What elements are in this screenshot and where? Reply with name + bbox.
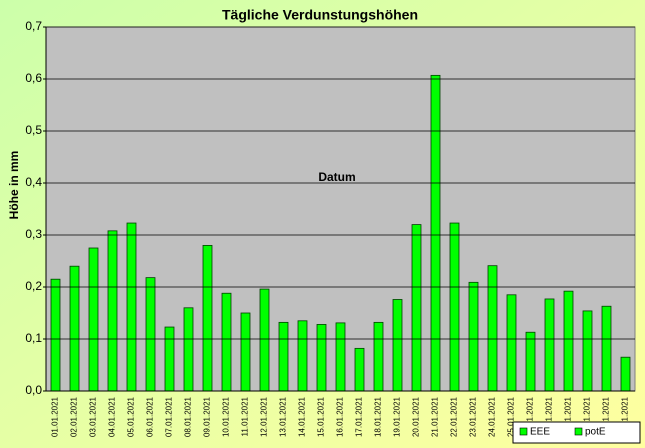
x-tick-label: 16.01.2021 [336, 396, 345, 437]
x-tick-label: 26.01.2021 [526, 396, 535, 437]
bar [107, 230, 118, 392]
y-tick-label: 0,3 [25, 227, 42, 241]
x-tick-label: 13.01.2021 [279, 396, 288, 437]
legend-label: potE [585, 427, 606, 438]
x-tick-label: 06.01.2021 [146, 396, 155, 437]
x-tick-label: 08.01.2021 [184, 396, 193, 437]
marks [50, 74, 631, 392]
bar [392, 299, 403, 392]
bar [468, 281, 479, 392]
x-tick-label: 07.01.2021 [165, 396, 174, 437]
chart-title: Tägliche Verdunstungshöhen [222, 7, 418, 23]
y-tick-label: 0,6 [25, 71, 42, 85]
bar [145, 277, 156, 392]
legend-label: EEE [530, 427, 550, 438]
bar [88, 247, 99, 392]
bar [487, 265, 498, 392]
y-tick-label: 0,1 [25, 331, 42, 345]
x-tick-label: 24.01.2021 [488, 396, 497, 437]
bar [316, 324, 327, 392]
bar [69, 265, 80, 392]
bar [278, 321, 289, 392]
x-tick-label: 18.01.2021 [374, 396, 383, 437]
bar [335, 322, 346, 392]
bar [240, 312, 251, 392]
x-tick-label: 14.01.2021 [298, 396, 307, 437]
bar [202, 244, 213, 392]
x-tick-label: 03.01.2021 [89, 396, 98, 437]
y-tick-label: 0,7 [25, 19, 42, 33]
x-tick-label: 21.01.2021 [431, 396, 440, 437]
x-tick-label: 23.01.2021 [469, 396, 478, 437]
bar [525, 331, 536, 392]
bar [164, 326, 175, 392]
x-tick-label: 17.01.2021 [355, 396, 364, 437]
x-axis-label: Datum [318, 170, 355, 184]
x-tick-label: 27.01.2021 [545, 396, 554, 437]
x-tick-label: 09.01.2021 [203, 396, 212, 437]
x-tick-label: 05.01.2021 [127, 396, 136, 437]
x-tick-label: 12.01.2021 [260, 396, 269, 437]
x-tick-label: 04.01.2021 [108, 396, 117, 437]
x-tick-label: 19.01.2021 [393, 396, 402, 437]
x-tick-label: 31.01.2021 [621, 396, 630, 437]
y-tick-label: 0,5 [25, 123, 42, 137]
y-tick-label: 0,4 [25, 175, 42, 189]
bar [411, 224, 422, 392]
bar [297, 320, 308, 392]
x-tick-label: 11.01.2021 [241, 396, 250, 436]
bar [563, 290, 574, 392]
bar [449, 222, 460, 392]
bar [354, 347, 365, 392]
bar [50, 278, 61, 392]
x-tick-label: 22.01.2021 [450, 396, 459, 437]
x-tick-label: 01.01.2021 [51, 396, 60, 437]
y-tick-label: 0,2 [25, 279, 42, 293]
x-tick-label: 10.01.2021 [222, 396, 231, 437]
legend-swatch [574, 427, 583, 436]
y-axis-label: Höhe in mm [7, 151, 21, 220]
bar [183, 307, 194, 392]
bar [221, 292, 232, 392]
bar [582, 310, 593, 392]
x-tick-label: 30.01.2021 [602, 396, 611, 437]
bar [544, 298, 555, 392]
bar [373, 321, 384, 392]
x-tick-label: 20.01.2021 [412, 396, 421, 437]
bar [620, 356, 631, 392]
x-tick-label: 28.01.2021 [564, 396, 573, 437]
x-tick-label: 02.01.2021 [70, 396, 79, 437]
x-tick-label: 15.01.2021 [317, 396, 326, 437]
bar [430, 74, 441, 392]
bar [506, 294, 517, 392]
legend-swatch [519, 427, 528, 436]
x-tick-label: 29.01.2021 [583, 396, 592, 437]
bar [126, 222, 137, 392]
bar [601, 305, 612, 392]
y-tick-label: 0,0 [25, 383, 42, 397]
x-tick-label: 25.01.2021 [507, 396, 516, 437]
bar [259, 288, 270, 392]
